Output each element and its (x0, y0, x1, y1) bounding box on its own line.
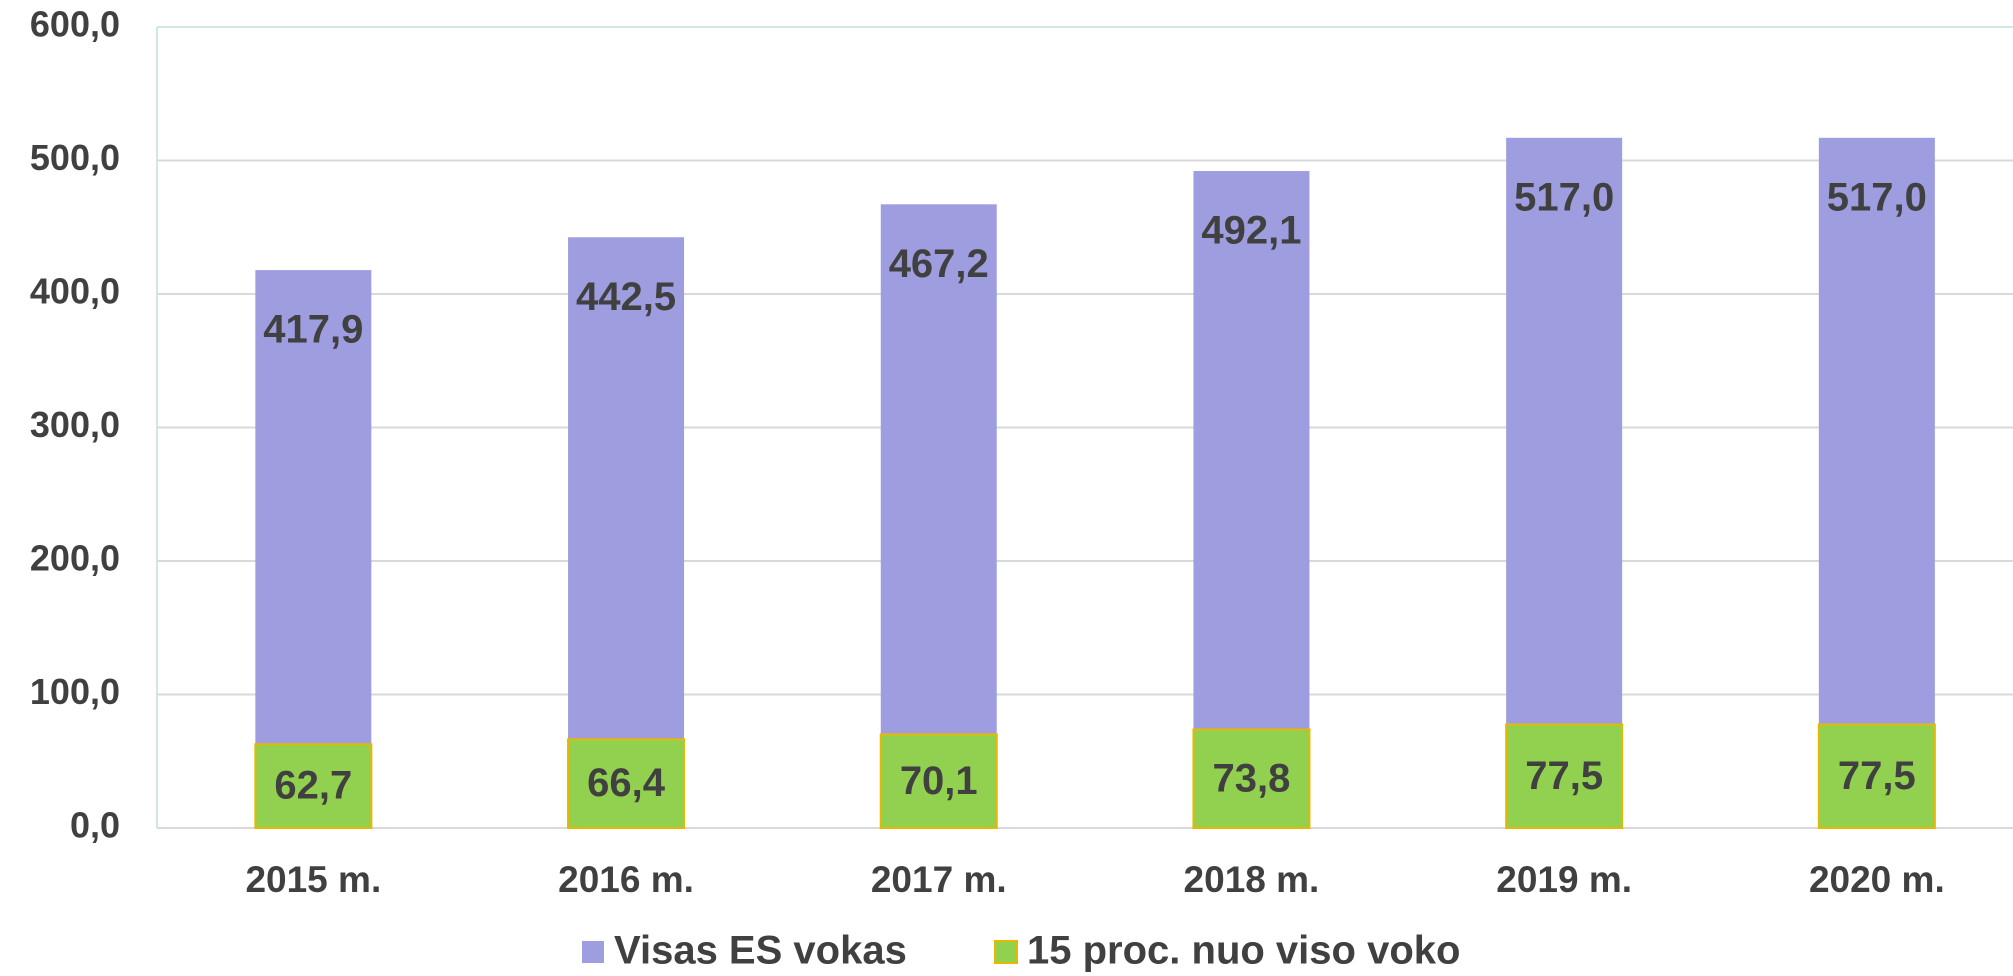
bar (568, 237, 685, 828)
data-label: 73,8 (1213, 756, 1291, 800)
data-label: 77,5 (1525, 754, 1603, 798)
bar (254, 743, 373, 829)
y-tick-label: 500,0 (30, 137, 120, 178)
x-tick-label: 2015 m. (245, 859, 381, 900)
bar (1506, 137, 1623, 828)
data-label: 62,7 (274, 764, 352, 808)
y-tick-label: 0,0 (70, 805, 120, 846)
bar (1505, 723, 1624, 829)
bar (1817, 723, 1936, 829)
x-tick-label: 2017 m. (871, 859, 1007, 900)
data-label: 66,4 (587, 761, 666, 805)
data-label: 417,9 (263, 308, 363, 352)
bar (879, 733, 998, 829)
data-label: 492,1 (1201, 209, 1301, 253)
y-tick-label: 300,0 (30, 404, 120, 445)
y-tick-label: 100,0 (30, 671, 120, 712)
bar (567, 738, 686, 830)
bar (1192, 728, 1311, 829)
legend-swatch (582, 941, 604, 963)
data-label: 517,0 (1827, 175, 1927, 219)
data-label: 442,5 (576, 275, 676, 319)
data-label: 70,1 (900, 759, 978, 803)
x-tick-label: 2018 m. (1184, 859, 1320, 900)
legend-label: 15 proc. nuo viso voko (1027, 929, 1460, 973)
data-label: 467,2 (889, 242, 989, 286)
legend-swatch (994, 940, 1018, 964)
bar (255, 270, 372, 828)
legend-label: Visas ES vokas (614, 929, 907, 973)
data-label: 517,0 (1514, 175, 1614, 219)
y-tick-label: 200,0 (30, 538, 120, 579)
x-tick-label: 2019 m. (1496, 859, 1632, 900)
data-label: 77,5 (1838, 754, 1916, 798)
bar (1818, 137, 1935, 828)
bar (1193, 171, 1310, 828)
y-tick-label: 400,0 (30, 271, 120, 312)
x-tick-label: 2020 m. (1809, 859, 1945, 900)
x-tick-label: 2016 m. (558, 859, 694, 900)
y-tick-label: 600,0 (30, 4, 120, 45)
bar (880, 204, 997, 829)
